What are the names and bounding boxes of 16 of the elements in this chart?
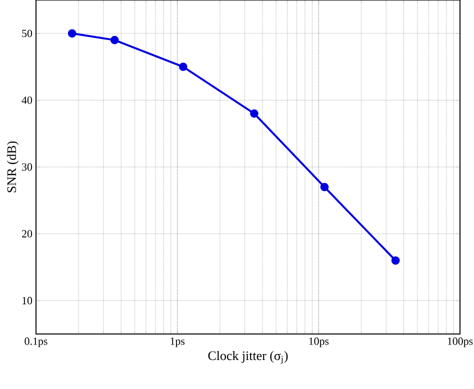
y-tick-label: 20 [22,230,32,238]
point [110,36,119,44]
x-tick-label: 100ps [448,338,473,348]
x-tick-label: 10ps [309,338,329,348]
x-tick-label: 0.1ps [24,338,48,348]
point [320,182,329,192]
x-tick-label: 1ps [170,338,185,348]
y-tick-label: 40 [22,96,32,104]
point [391,256,400,265]
y-tick-label: 10 [22,296,32,304]
point [178,62,188,71]
y-axis-title: SNR (dB) [6,141,19,192]
point [250,109,258,118]
y-tick-label: 50 [22,30,32,38]
x-axis-title: Clock jitter (σ$_{j}$) [208,350,288,364]
y-tick-label: 30 [22,163,32,171]
